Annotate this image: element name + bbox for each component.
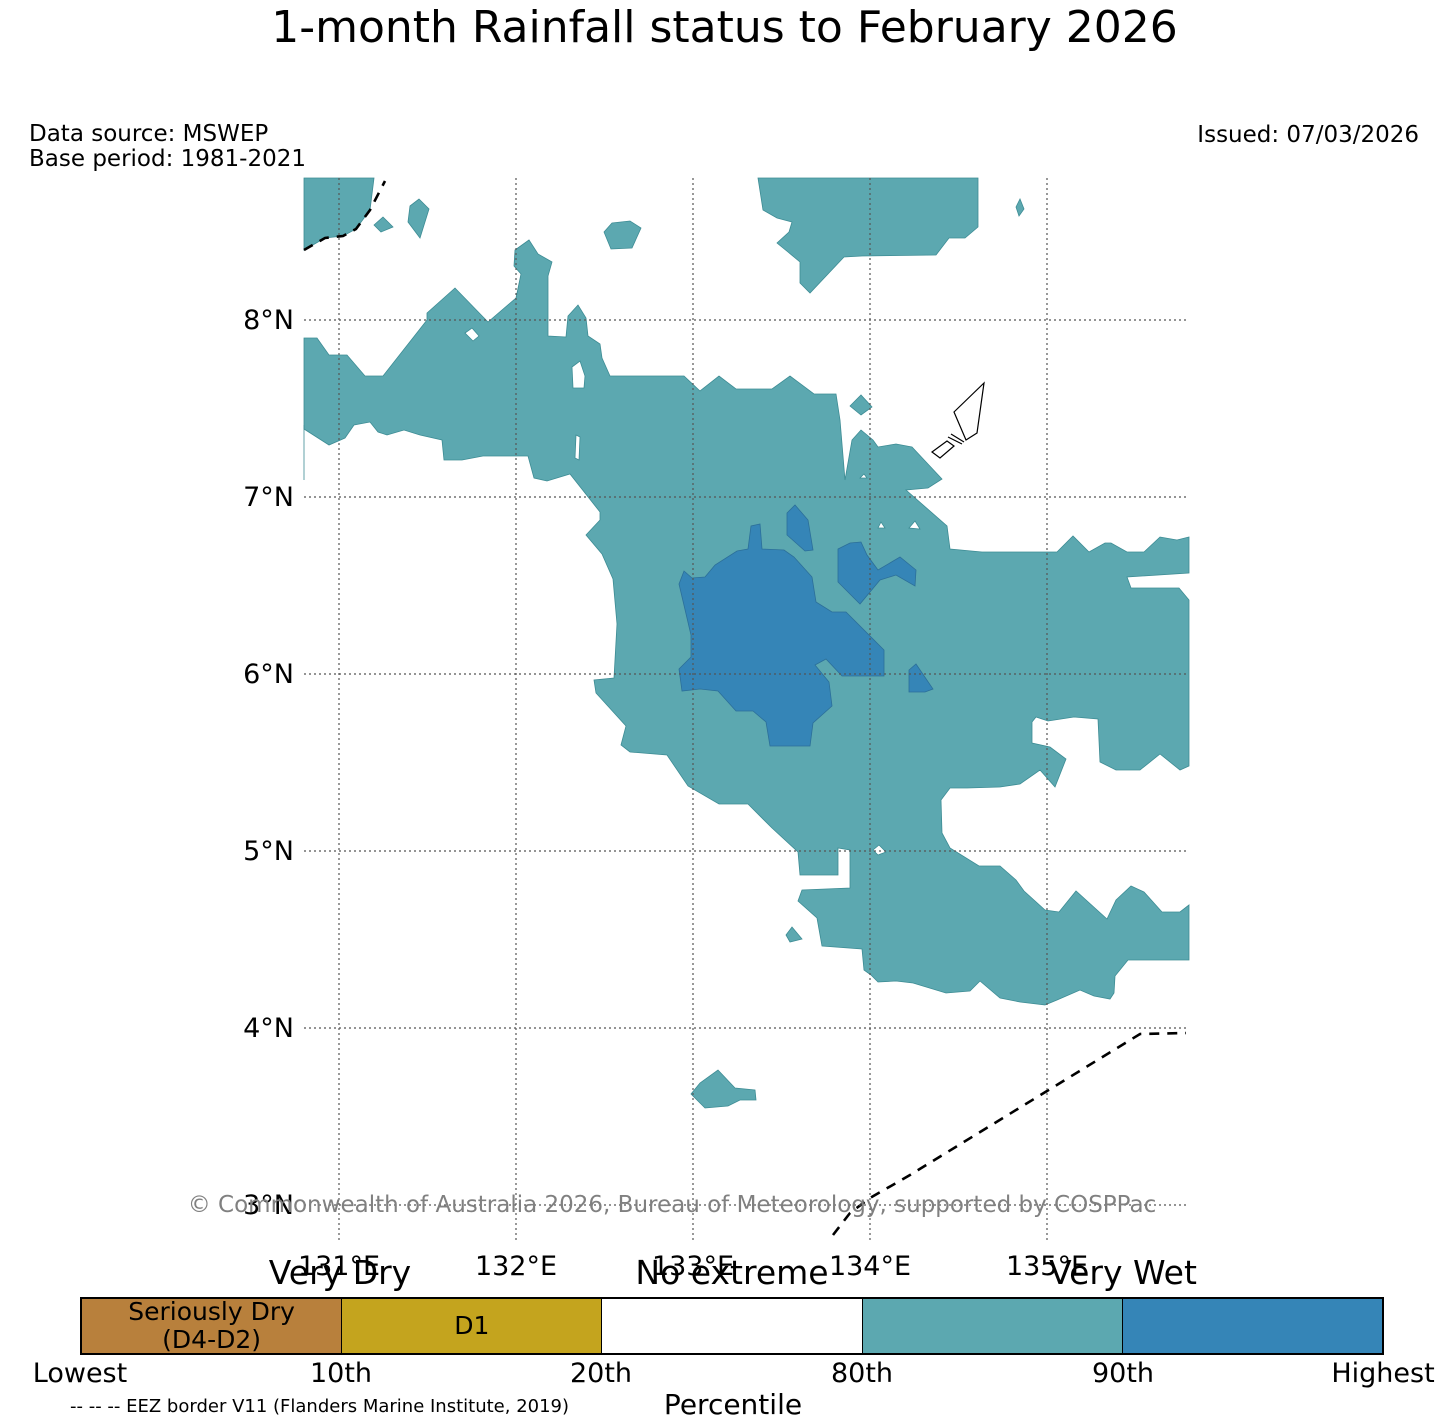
- legend-category-no-extreme: No extreme: [635, 1253, 829, 1292]
- legend-tick-10th: 10th: [309, 1358, 373, 1389]
- lon-label-133: 133°E: [652, 1251, 734, 1282]
- legend-tick-90th: 90th: [1091, 1358, 1155, 1389]
- data-source-block: Data source: MSWEP Base period: 1981-202…: [29, 122, 306, 172]
- lat-label-4: 4°N: [243, 1013, 294, 1044]
- legend-segment-seriously-dry: Seriously Dry (D4-D2): [82, 1297, 343, 1354]
- eez-border: [303, 180, 1187, 1236]
- legend-colorbar: Seriously Dry (D4-D2) D1: [80, 1297, 1384, 1355]
- no-extreme-holes: [464, 327, 921, 856]
- lat-label-6: 6°N: [243, 659, 294, 690]
- legend-segment-90-plus: [1122, 1299, 1383, 1353]
- data-source: Data source: MSWEP: [29, 121, 269, 147]
- map-title: 1-month Rainfall status to February 2026: [271, 2, 1178, 53]
- copyright-notice: © Commonwealth of Australia 2026, Bureau…: [188, 1192, 1157, 1218]
- lat-label-7: 7°N: [243, 482, 294, 513]
- lat-labels: 8°N 7°N 6°N 5°N 4°N 3°N: [243, 305, 294, 1221]
- legend-tick-highest: Highest: [1331, 1358, 1435, 1389]
- lon-label-134: 134°E: [829, 1251, 911, 1282]
- teal-region-south-island: [690, 1069, 757, 1109]
- legend-tick-80th: 80th: [830, 1358, 894, 1389]
- legend-category-very-wet: Very Wet: [1049, 1253, 1197, 1292]
- legend-segment-d1: D1: [342, 1299, 603, 1353]
- legend-segment-label: D1: [454, 1311, 490, 1340]
- teal-region-north-east: [757, 177, 979, 294]
- issued-date: Issued: 07/03/2026: [1197, 122, 1419, 148]
- lat-label-8: 8°N: [243, 305, 294, 336]
- islands-outline: [930, 381, 985, 459]
- legend-tick-20th: 20th: [569, 1358, 633, 1389]
- base-period: Base period: 1981-2021: [29, 146, 307, 172]
- lon-label-132: 132°E: [475, 1251, 557, 1282]
- lat-label-5: 5°N: [243, 836, 294, 867]
- eez-note: -- -- -- EEZ border V11 (Flanders Marine…: [70, 1396, 570, 1417]
- very-wet-90-region: [678, 504, 934, 747]
- lat-label-3: 3°N: [243, 1190, 294, 1221]
- legend-segment-no-extreme: [602, 1299, 863, 1353]
- teal-region-south-patch-1: [785, 926, 803, 943]
- legend-segment-label: Seriously Dry (D4-D2): [128, 1297, 295, 1354]
- blue-region-main: [678, 523, 885, 747]
- legend-segment-80-90: [862, 1299, 1123, 1353]
- graticule: [304, 178, 1189, 1240]
- legend-xlabel: Percentile: [663, 1388, 803, 1421]
- legend-category-very-dry: Very Dry: [268, 1253, 412, 1292]
- legend-tick-lowest: Lowest: [32, 1358, 128, 1389]
- lon-labels: 131°E 132°E 133°E 134°E 135°E: [298, 1251, 1088, 1282]
- lon-label-135: 135°E: [1006, 1251, 1088, 1282]
- lon-label-131: 131°E: [298, 1251, 380, 1282]
